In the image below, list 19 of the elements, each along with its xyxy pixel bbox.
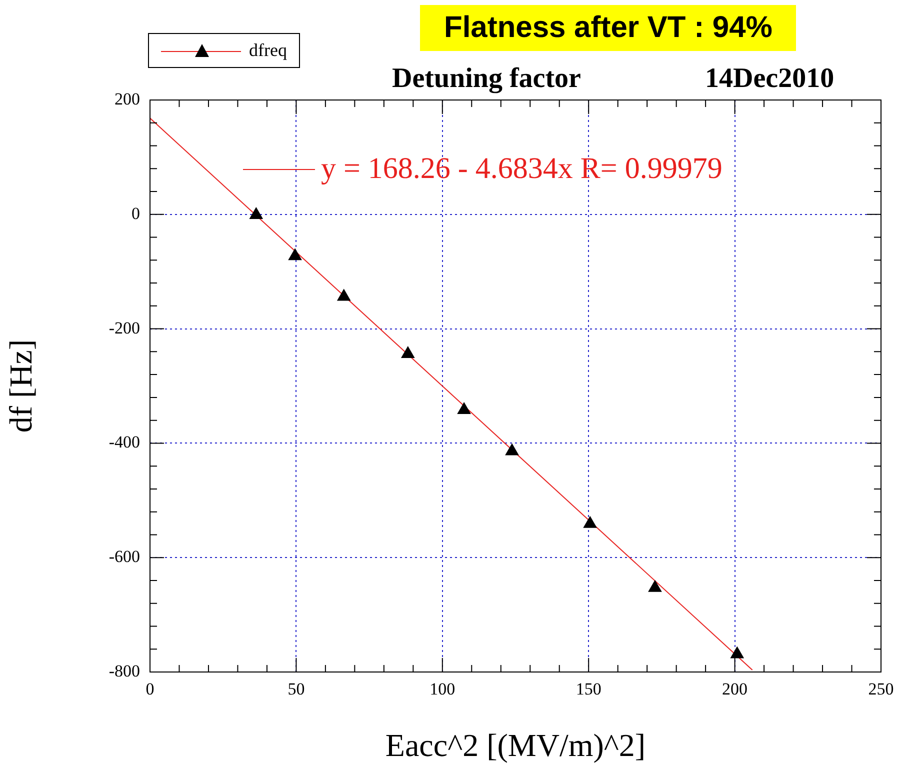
- x-axis-title: Eacc^2 [(MV/m)^2]: [385, 727, 646, 764]
- y-axis-title: df [Hz]: [2, 339, 39, 433]
- legend-label: y = 168.26 - 4.6834x R= 0.99979: [321, 152, 722, 186]
- text: 14Dec2010: [705, 63, 834, 95]
- x-tick-label: 200: [722, 680, 748, 699]
- y-tick-label: -800: [108, 661, 140, 680]
- x-tick-label: 100: [430, 680, 456, 699]
- legend-label: dfreq: [249, 40, 287, 61]
- x-tick-label: 250: [868, 680, 894, 699]
- y-tick-label: -600: [108, 547, 140, 566]
- x-tick-label: 150: [576, 680, 602, 699]
- chart-subtitle: Detuning factor: [392, 63, 581, 95]
- y-tick-label: 0: [132, 204, 140, 223]
- y-tick-label: -400: [108, 432, 140, 452]
- y-tick-label: 200: [114, 89, 140, 108]
- x-tick-label: 0: [146, 680, 154, 699]
- y-tick-label: -200: [108, 318, 140, 338]
- x-tick-label: 50: [288, 680, 305, 699]
- chart-title: Flatness after VT : 94%: [420, 5, 796, 51]
